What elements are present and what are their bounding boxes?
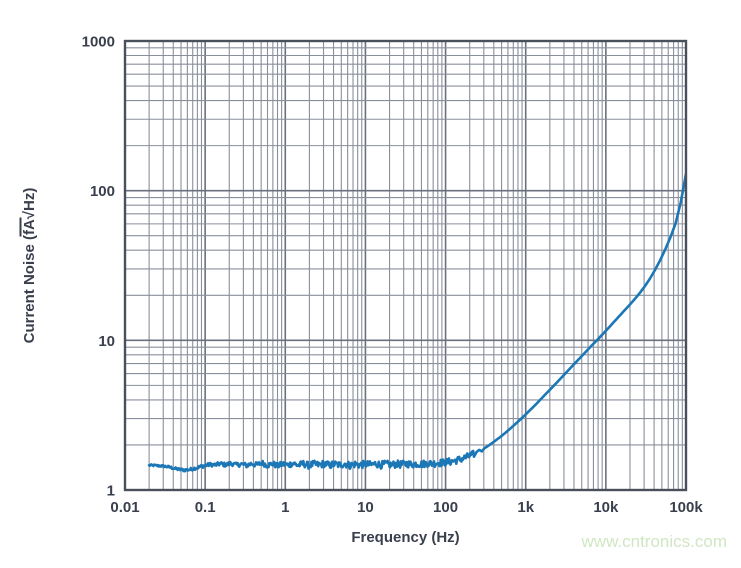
x-tick-label: 10k (593, 499, 619, 516)
x-tick-label: 1 (281, 499, 289, 516)
x-axis-title: Frequency (Hz) (351, 529, 459, 546)
x-tick-labels: 0.01 0.1 1 10 100 1k 10k 100k (110, 499, 703, 516)
series-line-0 (147, 172, 686, 473)
x-tick-label: 100k (669, 499, 703, 516)
series-group (147, 172, 686, 473)
y-tick-label: 1 (107, 483, 115, 500)
y-axis-title-text: Current Noise (fA√Hz) (21, 188, 38, 344)
y-tick-label: 1000 (82, 34, 115, 51)
y-axis-title: Current Noise (fA√Hz) (19, 188, 38, 344)
watermark: www.cntronics.com (581, 532, 727, 551)
x-tick-label: 0.01 (110, 499, 139, 516)
y-tick-label: 10 (98, 333, 115, 350)
plot-border (123, 39, 688, 492)
x-tick-label: 0.1 (195, 499, 216, 516)
x-tick-label: 100 (433, 499, 458, 516)
x-tick-label: 10 (357, 499, 374, 516)
x-tick-label: 1k (517, 499, 534, 516)
y-tick-labels: 1 10 100 1000 (82, 34, 115, 500)
y-tick-label: 100 (90, 183, 115, 200)
